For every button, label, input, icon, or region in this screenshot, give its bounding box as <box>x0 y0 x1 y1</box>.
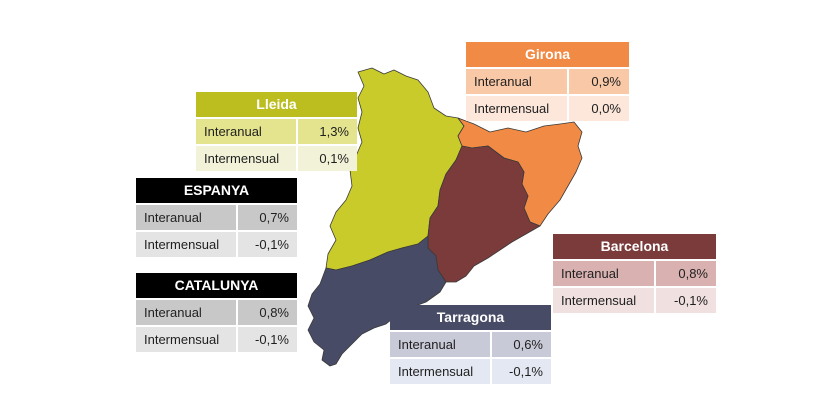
catalunya-row-interanual: Interanual 0,8% <box>136 300 297 325</box>
row-label: Interanual <box>390 332 490 357</box>
lleida-header: Lleida <box>196 92 357 117</box>
row-value: 0,6% <box>492 332 551 357</box>
barcelona-row-interanual: Interanual 0,8% <box>553 261 716 286</box>
tarragona-card: Tarragona Interanual 0,6% Intermensual -… <box>390 305 551 386</box>
espanya-row-interanual: Interanual 0,7% <box>136 205 297 230</box>
row-label: Intermensual <box>466 96 567 121</box>
row-value: -0,1% <box>656 288 716 313</box>
espanya-row-intermensual: Intermensual -0,1% <box>136 232 297 257</box>
row-label: Intermensual <box>196 146 296 171</box>
tarragona-row-interanual: Interanual 0,6% <box>390 332 551 357</box>
row-label: Intermensual <box>553 288 654 313</box>
barcelona-header: Barcelona <box>553 234 716 259</box>
row-label: Interanual <box>553 261 654 286</box>
barcelona-card: Barcelona Interanual 0,8% Intermensual -… <box>553 234 716 315</box>
row-value: 0,8% <box>656 261 716 286</box>
row-value: 1,3% <box>298 119 357 144</box>
lleida-row-interanual: Interanual 1,3% <box>196 119 357 144</box>
row-label: Interanual <box>196 119 296 144</box>
row-value: 0,1% <box>298 146 357 171</box>
row-value: 0,0% <box>569 96 629 121</box>
espanya-header: ESPANYA <box>136 178 297 203</box>
barcelona-province[interactable] <box>427 145 541 283</box>
barcelona-row-intermensual: Intermensual -0,1% <box>553 288 716 313</box>
row-value: -0,1% <box>238 232 297 257</box>
catalunya-header: CATALUNYA <box>136 273 297 298</box>
catalunya-row-intermensual: Intermensual -0,1% <box>136 327 297 352</box>
girona-card: Girona Interanual 0,9% Intermensual 0,0% <box>466 42 629 123</box>
girona-row-intermensual: Intermensual 0,0% <box>466 96 629 121</box>
row-value: -0,1% <box>492 359 551 384</box>
row-value: -0,1% <box>238 327 297 352</box>
row-label: Interanual <box>136 300 236 325</box>
lleida-row-intermensual: Intermensual 0,1% <box>196 146 357 171</box>
espanya-card: ESPANYA Interanual 0,7% Intermensual -0,… <box>136 178 297 259</box>
row-value: 0,8% <box>238 300 297 325</box>
girona-header: Girona <box>466 42 629 67</box>
row-label: Intermensual <box>136 232 236 257</box>
tarragona-header: Tarragona <box>390 305 551 330</box>
row-label: Intermensual <box>390 359 490 384</box>
lleida-card: Lleida Interanual 1,3% Intermensual 0,1% <box>196 92 357 173</box>
row-label: Intermensual <box>136 327 236 352</box>
catalunya-card: CATALUNYA Interanual 0,8% Intermensual -… <box>136 273 297 354</box>
girona-row-interanual: Interanual 0,9% <box>466 69 629 94</box>
row-value: 0,7% <box>238 205 297 230</box>
row-value: 0,9% <box>569 69 629 94</box>
row-label: Interanual <box>136 205 236 230</box>
row-label: Interanual <box>466 69 567 94</box>
tarragona-row-intermensual: Intermensual -0,1% <box>390 359 551 384</box>
